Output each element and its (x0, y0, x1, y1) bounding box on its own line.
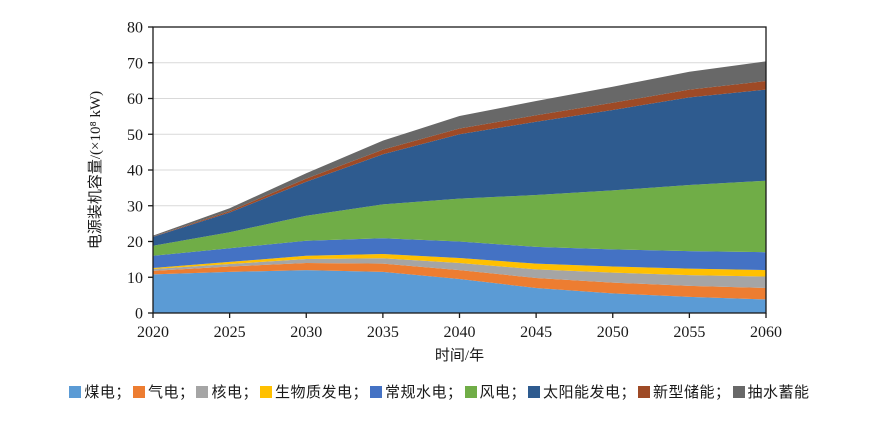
y-tick-label: 50 (127, 127, 143, 144)
legend-swatch-coal (69, 385, 82, 398)
legend-item-coal: 煤电； (69, 381, 131, 402)
legend-label-coal: 煤电； (84, 385, 131, 401)
legend-swatch-conv-hydro (369, 385, 382, 398)
legend-item-solar: 太阳能发电； (528, 381, 636, 402)
y-tick-label: 80 (127, 20, 143, 37)
y-axis-label: 电源装机容量/(×10⁸ kW) (87, 91, 104, 249)
x-tick-label: 2055 (673, 324, 705, 341)
area-coal (153, 270, 766, 313)
legend-item-conv-hydro: 常规水电； (369, 381, 463, 402)
legend-label-pumped-storage: 抽水蓄能 (747, 385, 810, 401)
y-tick-label: 40 (127, 163, 143, 180)
area-solar (153, 89, 766, 246)
legend-swatch-nuclear (196, 385, 209, 398)
legend-swatch-pumped-storage (732, 385, 745, 398)
x-axis-label: 时间/年 (435, 347, 484, 364)
x-tick-label: 2035 (367, 324, 399, 341)
y-tick-label: 0 (135, 306, 143, 323)
legend-item-gas: 气电； (132, 381, 195, 402)
legend-label-wind: 风电； (479, 385, 527, 401)
legend-swatch-biomass (259, 385, 272, 398)
legend-label-conv-hydro: 常规水电； (384, 385, 463, 401)
legend-item-nuclear: 核电； (196, 381, 258, 402)
x-tick-label: 2025 (214, 324, 246, 341)
y-tick-label: 30 (127, 198, 143, 215)
x-tick-label: 2020 (137, 324, 169, 341)
area-nuclear (153, 258, 766, 288)
x-tick-label: 2040 (444, 324, 476, 341)
chart-legend: 煤电； 气电； 核电； 生物质发电； 常规水电； 风电； 太阳能发电； 新型储能； 抽水蓄能 (0, 381, 879, 402)
y-tick-label: 60 (127, 91, 143, 108)
legend-label-gas: 气电； (147, 385, 195, 401)
legend-swatch-solar (528, 385, 541, 398)
legend-swatch-wind (464, 385, 477, 398)
legend-item-wind: 风电； (464, 381, 527, 402)
area-pumped-storage (153, 61, 766, 237)
area-biomass (153, 254, 766, 277)
area-wind (153, 180, 766, 256)
x-tick-label: 2045 (520, 324, 552, 341)
legend-item-pumped-storage: 抽水蓄能 (732, 381, 810, 402)
legend-label-new-storage: 新型储能； (653, 385, 731, 401)
y-tick-label: 70 (127, 55, 143, 72)
legend-item-new-storage: 新型储能； (638, 381, 731, 402)
legend-label-biomass: 生物质发电； (274, 385, 368, 401)
legend-item-biomass: 生物质发电； (259, 381, 368, 402)
legend-swatch-new-storage (638, 385, 651, 398)
y-tick-label: 10 (127, 270, 143, 287)
legend-label-nuclear: 核电； (211, 385, 258, 401)
area-conv-hydro (153, 238, 766, 271)
x-tick-label: 2060 (750, 324, 782, 341)
legend-swatch-gas (132, 385, 145, 398)
legend-label-solar: 太阳能发电； (543, 385, 637, 401)
x-tick-label: 2030 (290, 324, 322, 341)
x-tick-label: 2050 (597, 324, 629, 341)
y-tick-label: 20 (127, 234, 143, 251)
area-gas (153, 262, 766, 300)
